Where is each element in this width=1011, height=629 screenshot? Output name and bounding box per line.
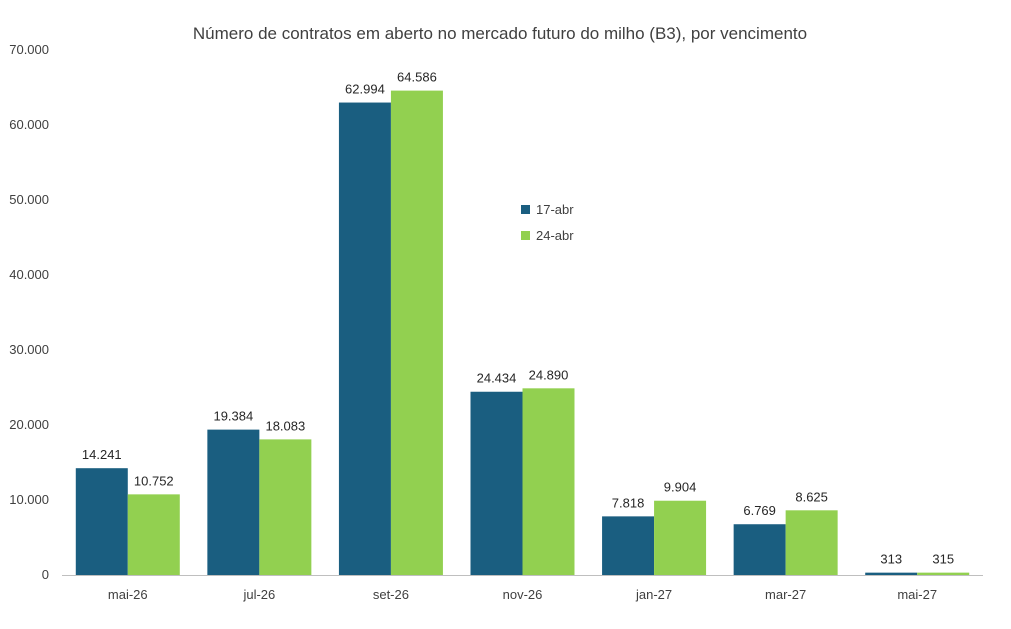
data-label: 18.083	[265, 418, 305, 433]
legend: 17-abr 24-abr	[521, 202, 574, 243]
legend-label: 17-abr	[536, 202, 574, 217]
data-label: 19.384	[213, 409, 253, 424]
legend-label: 24-abr	[536, 228, 574, 243]
data-label: 24.890	[529, 367, 569, 382]
data-label: 9.904	[664, 480, 697, 495]
bar-17-abr-set-26	[338, 102, 391, 576]
y-tick-label: 10.000	[9, 492, 49, 507]
legend-swatch	[521, 205, 530, 214]
bar-24-abr-nov-26	[522, 388, 575, 575]
bar-24-abr-jan-27	[654, 500, 707, 575]
x-tick-label: set-26	[373, 587, 409, 602]
data-label: 7.818	[612, 495, 645, 510]
x-tick-label: nov-26	[503, 587, 543, 602]
legend-swatch	[521, 231, 530, 240]
data-label: 64.586	[397, 70, 437, 85]
bar-24-abr-jul-26	[259, 439, 312, 575]
bar-24-abr-mar-27	[785, 510, 838, 575]
bar-17-abr-nov-26	[470, 391, 523, 575]
bar-17-abr-mar-27	[733, 524, 786, 575]
data-label: 62.994	[345, 82, 385, 97]
x-tick-label: mai-26	[108, 587, 148, 602]
bar-17-abr-jan-27	[602, 516, 655, 575]
x-tick-label: mai-27	[897, 587, 937, 602]
x-tick-label: jul-26	[242, 587, 275, 602]
data-label: 6.769	[743, 503, 776, 518]
y-tick-label: 20.000	[9, 417, 49, 432]
bar-17-abr-jul-26	[207, 429, 260, 575]
bar-17-abr-mai-27	[865, 572, 918, 575]
y-tick-label: 50.000	[9, 192, 49, 207]
y-tick-label: 0	[42, 567, 49, 582]
x-tick-label: mar-27	[765, 587, 806, 602]
bar-24-abr-set-26	[390, 90, 443, 575]
chart-title: Número de contratos em aberto no mercado…	[193, 24, 807, 43]
y-tick-label: 30.000	[9, 342, 49, 357]
y-tick-label: 60.000	[9, 117, 49, 132]
x-tick-label: jan-27	[635, 587, 672, 602]
bar-17-abr-mai-26	[75, 468, 128, 575]
y-tick-label: 40.000	[9, 267, 49, 282]
data-label: 10.752	[134, 473, 174, 488]
data-label: 24.434	[477, 371, 517, 386]
data-label: 313	[880, 552, 902, 567]
data-label: 14.241	[82, 447, 122, 462]
data-label: 8.625	[795, 489, 828, 504]
x-axis: mai-26 jul-26 set-26 nov-26 jan-27 mar-27 mai-…	[108, 587, 937, 602]
data-label: 315	[932, 552, 954, 567]
data-labels: 14.241 10.752 19.384 18.083 62.994 64.586 24.4…	[82, 70, 954, 567]
y-axis: 0 10.000 20.000 30.000 40.000 50.000 60.000 70.…	[9, 42, 49, 582]
bars	[75, 90, 970, 576]
y-tick-label: 70.000	[9, 42, 49, 57]
bar-24-abr-mai-27	[917, 572, 970, 575]
bar-24-abr-mai-26	[127, 494, 180, 575]
